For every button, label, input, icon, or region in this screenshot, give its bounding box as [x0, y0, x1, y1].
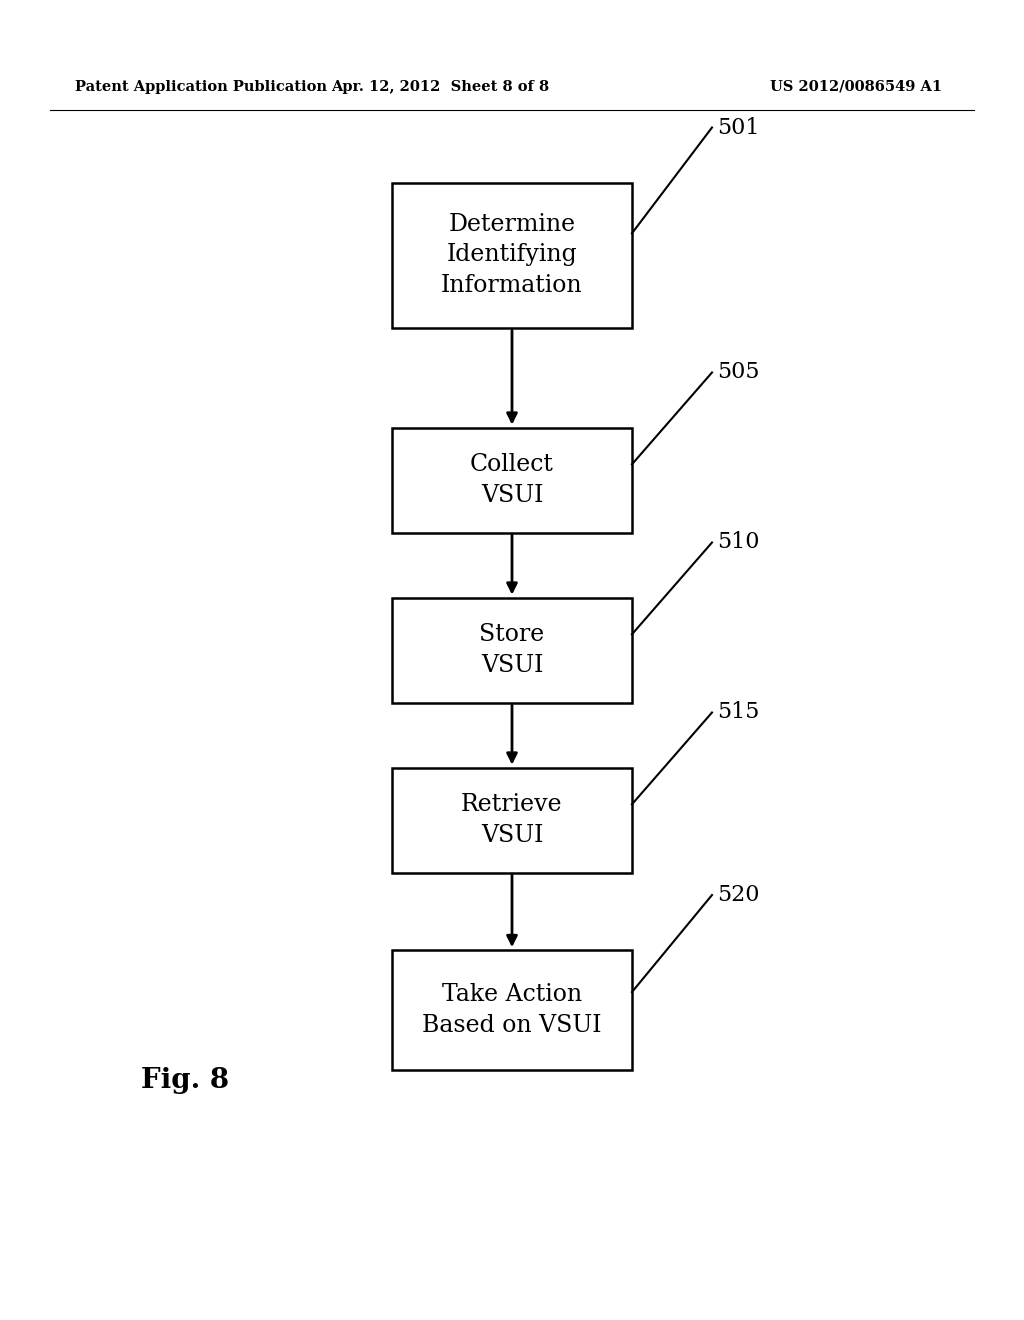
Text: 515: 515 — [717, 701, 760, 723]
Text: Determine
Identifying
Information: Determine Identifying Information — [441, 214, 583, 297]
Bar — [392, 182, 632, 327]
Text: Patent Application Publication: Patent Application Publication — [75, 81, 327, 94]
Text: Take Action
Based on VSUI: Take Action Based on VSUI — [422, 983, 602, 1036]
Text: Apr. 12, 2012  Sheet 8 of 8: Apr. 12, 2012 Sheet 8 of 8 — [331, 81, 550, 94]
Text: Retrieve
VSUI: Retrieve VSUI — [461, 793, 563, 846]
Text: 501: 501 — [717, 116, 760, 139]
Bar — [392, 767, 632, 873]
Text: Fig. 8: Fig. 8 — [141, 1067, 229, 1093]
Text: 505: 505 — [717, 362, 760, 384]
Text: Collect
VSUI: Collect VSUI — [470, 453, 554, 507]
Text: 520: 520 — [717, 884, 760, 906]
Bar — [392, 428, 632, 532]
Bar — [392, 950, 632, 1071]
Text: US 2012/0086549 A1: US 2012/0086549 A1 — [770, 81, 942, 94]
Text: Store
VSUI: Store VSUI — [479, 623, 545, 677]
Text: 510: 510 — [717, 532, 760, 553]
Bar — [392, 598, 632, 702]
